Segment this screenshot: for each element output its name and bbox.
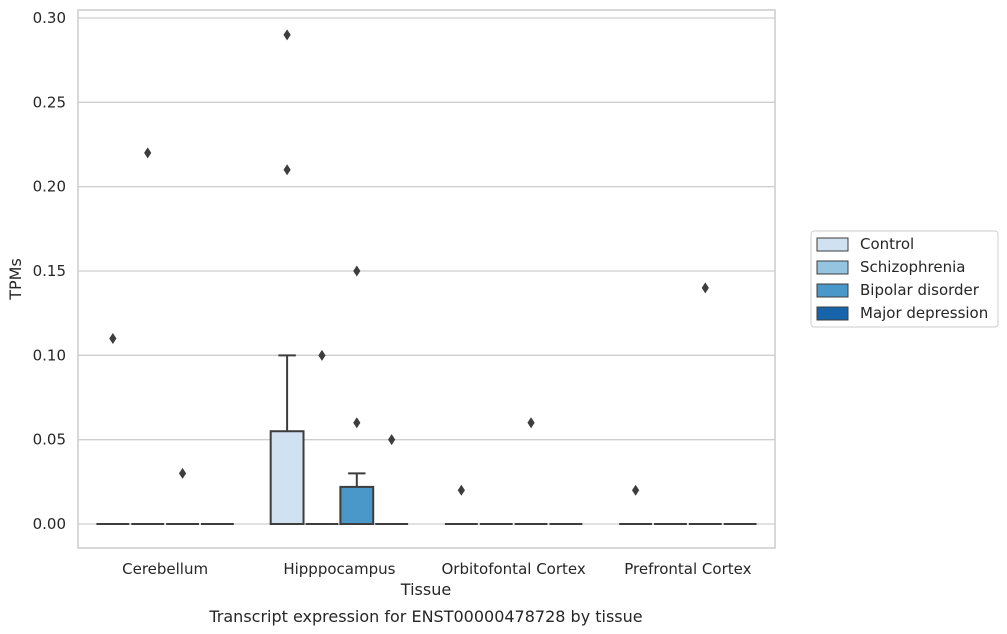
box-bipolar-disorder (688, 282, 722, 525)
y-tick-label: 0.30 (33, 9, 66, 27)
box-control (619, 484, 653, 525)
box-schizophrenia (131, 147, 165, 525)
x-tick-label: Cerebellum (122, 560, 208, 578)
outlier-point (178, 467, 187, 479)
legend-swatch (816, 260, 849, 275)
box-control (96, 332, 130, 525)
box-body (339, 485, 375, 526)
y-tick-label: 0.15 (33, 262, 66, 280)
box-major-depression (375, 434, 409, 525)
legend-label: Bipolar disorder (860, 281, 980, 299)
y-tick-label: 0.00 (33, 515, 66, 533)
y-tick-label: 0.05 (33, 431, 66, 449)
legend-label: Major depression (860, 304, 988, 322)
x-tick-label: Orbitofontal Cortex (442, 560, 586, 578)
y-tick-label: 0.10 (33, 346, 66, 364)
y-tick-label: 0.20 (33, 178, 66, 196)
outlier-point (318, 349, 326, 361)
x-axis-ticks: Cerebellum Hipppocampus Orbitofontal Corte… (122, 560, 751, 578)
legend-swatch (816, 283, 849, 298)
legend: Control Schizophrenia Bipolar disorder Majo… (810, 230, 999, 328)
legend-label: Control (860, 235, 914, 253)
outlier-point (283, 29, 291, 41)
outlier-point (457, 484, 465, 496)
outlier-point (632, 484, 640, 496)
box-bipolar-disorder (514, 417, 548, 525)
box-control (444, 484, 478, 525)
legend-frame (810, 230, 999, 328)
boxes (96, 29, 757, 526)
outlier-point (701, 282, 709, 294)
outlier-point (353, 417, 361, 429)
outlier-point (353, 265, 361, 277)
box-control (269, 29, 305, 526)
legend-label: Schizophrenia (860, 258, 965, 276)
grid-lines (78, 17, 775, 525)
outlier-point (109, 332, 117, 344)
box-body (269, 430, 305, 526)
y-axis-ticks: 0.00 0.05 0.10 0.15 0.20 0.25 0.30 (33, 9, 66, 533)
box-bipolar-disorder (339, 265, 375, 526)
outlier-point (388, 434, 396, 446)
outlier-point (283, 164, 291, 176)
x-tick-label: Hipppocampus (283, 560, 395, 578)
x-axis-title: Tissue (400, 580, 451, 599)
x-tick-label: Prefrontal Cortex (624, 560, 751, 578)
outlier-point (144, 147, 152, 159)
plot-frame (77, 9, 776, 549)
y-tick-label: 0.25 (33, 93, 66, 111)
box-bipolar-disorder (166, 467, 199, 525)
y-axis-title: TPMs (6, 258, 25, 301)
legend-swatch (816, 237, 849, 252)
legend-swatch (816, 306, 849, 321)
chart-caption: Transcript expression for ENST0000047872… (208, 607, 642, 626)
outlier-point (527, 417, 535, 429)
box-schizophrenia (305, 349, 339, 525)
